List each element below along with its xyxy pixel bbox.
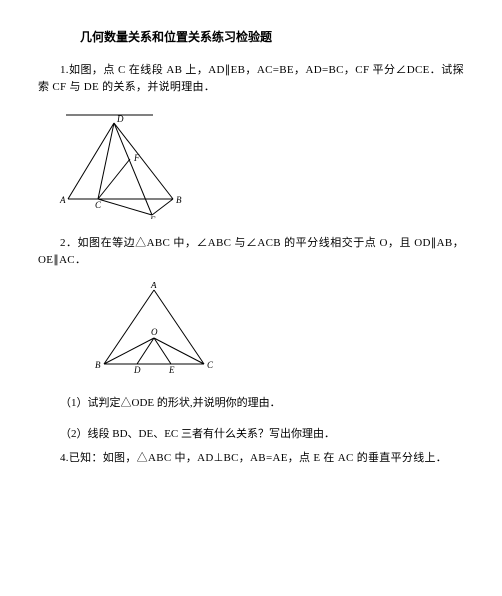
svg-text:C: C xyxy=(95,200,102,210)
svg-text:B: B xyxy=(176,195,182,205)
problem-2-q1: （1）试判定△ODE 的形状,并说明你的理由． xyxy=(38,395,464,412)
svg-text:E: E xyxy=(168,365,175,375)
svg-text:A: A xyxy=(150,282,157,290)
svg-text:A: A xyxy=(59,195,66,205)
figure-1-svg: A B C D E F xyxy=(58,109,198,219)
problem-1-text: 1.如图，点 C 在线段 AB 上，AD∥EB，AC=BE，AD=BC，CF 平… xyxy=(38,62,464,95)
page-title: 几何数量关系和位置关系练习检验题 xyxy=(38,28,464,46)
svg-text:D: D xyxy=(116,114,124,124)
svg-text:C: C xyxy=(207,360,214,370)
svg-text:O: O xyxy=(151,327,158,337)
problem-4-text: 4.已知：如图，△ABC 中，AD⊥BC，AB=AE，点 E 在 AC 的垂直平… xyxy=(38,450,464,467)
svg-text:F: F xyxy=(133,153,140,163)
problem-2-q2: （2）线段 BD、DE、EC 三者有什么关系？写出你理由． xyxy=(38,426,464,443)
svg-text:E: E xyxy=(149,215,156,219)
figure-1: A B C D E F xyxy=(58,109,464,219)
svg-text:D: D xyxy=(133,365,141,375)
problem-2-intro: 2．如图在等边△ABC 中，∠ABC 与∠ACB 的平分线相交于点 O，且 OD… xyxy=(38,235,464,268)
figure-2-svg: A B C O D E xyxy=(84,282,224,377)
page-root: 几何数量关系和位置关系练习检验题 1.如图，点 C 在线段 AB 上，AD∥EB… xyxy=(0,0,502,467)
svg-text:B: B xyxy=(95,360,101,370)
figure-2: A B C O D E xyxy=(84,282,464,377)
